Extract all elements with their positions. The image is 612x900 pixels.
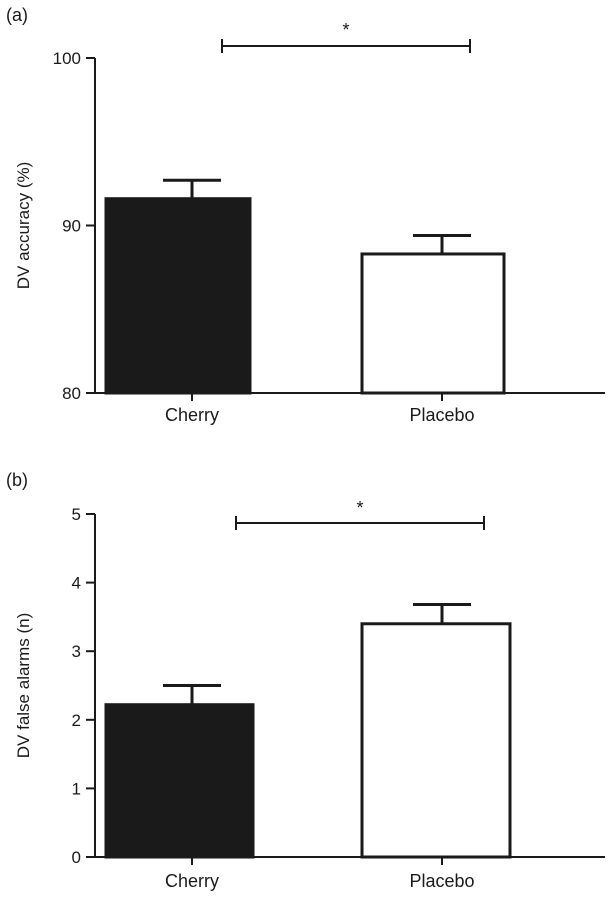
x-category-label: Cherry: [165, 871, 219, 891]
y-tick-label: 3: [72, 642, 81, 661]
y-tick-label: 2: [72, 711, 81, 730]
y-tick-label: 5: [72, 505, 81, 524]
significance-marker: *: [342, 20, 349, 40]
y-tick-label: 0: [72, 848, 81, 867]
panel-label: (a): [6, 5, 28, 25]
y-tick-label: 90: [62, 217, 81, 236]
panel-label: (b): [6, 470, 28, 490]
bar-placebo: [360, 622, 512, 859]
x-category-label: Cherry: [165, 405, 219, 425]
bar-cherry: [104, 703, 255, 859]
y-tick-label: 4: [72, 574, 81, 593]
significance-marker: *: [356, 498, 363, 518]
y-axis-title: DV accuracy (%): [14, 162, 33, 290]
y-tick-label: 100: [53, 49, 81, 68]
y-tick-label: 1: [72, 779, 81, 798]
y-axis-title: DV false alarms (n): [14, 613, 33, 758]
bar-cherry: [104, 197, 252, 395]
x-category-label: Placebo: [409, 871, 474, 891]
bar-placebo: [360, 252, 506, 395]
y-tick-label: 80: [62, 384, 81, 403]
x-category-label: Placebo: [409, 405, 474, 425]
